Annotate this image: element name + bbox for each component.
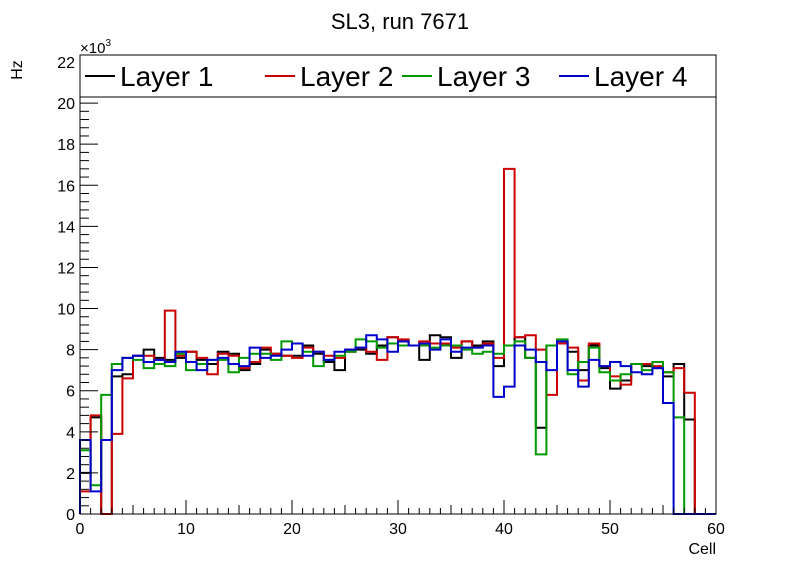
y-tick-label: 0 — [66, 507, 75, 524]
x-tick-label: 10 — [177, 521, 195, 538]
y-tick-label: 10 — [57, 302, 75, 319]
x-axis-label: Cell — [688, 541, 716, 558]
x-tick-label: 30 — [389, 521, 407, 538]
y-tick-label: 4 — [66, 425, 75, 442]
axes: 0 10 20 30 40 50 60 0 2 4 6 8 10 12 14 16 18 20 22 — [57, 55, 725, 538]
legend-label-layer-1: Layer 1 — [120, 61, 213, 92]
y-tick-label: 6 — [66, 384, 75, 401]
legend-label-layer-3: Layer 3 — [437, 61, 530, 92]
y-tick-label: 14 — [57, 219, 75, 236]
y-exponent-power: 3 — [105, 38, 111, 49]
y-exponent-label: ×103 — [80, 38, 111, 57]
x-tick-label: 40 — [495, 521, 513, 538]
x-tick-label: 50 — [601, 521, 619, 538]
y-tick-label: 16 — [57, 178, 75, 195]
y-tick-label: 20 — [57, 96, 75, 113]
legend-box — [79, 54, 717, 98]
series-lines — [79, 167, 716, 515]
y-tick-label: 18 — [57, 137, 75, 154]
y-tick-label: 8 — [66, 343, 75, 360]
legend: Layer 1 Layer 2 Layer 3 Layer 4 — [79, 54, 717, 98]
legend-label-layer-4: Layer 4 — [594, 61, 687, 92]
y-tick-label: 2 — [66, 466, 75, 483]
plot-frame — [79, 61, 717, 515]
y-tick-label: 12 — [57, 260, 75, 277]
x-tick-label: 60 — [707, 521, 725, 538]
legend-label-layer-2: Layer 2 — [300, 61, 393, 92]
series-line-layer-4 — [79, 334, 716, 515]
x-tick-label: 20 — [283, 521, 301, 538]
chart-title: SL3, run 7671 — [331, 9, 469, 34]
x-tick-label: 0 — [76, 521, 85, 538]
y-axis-label: Hz — [9, 60, 26, 80]
y-tick-label: 22 — [57, 55, 75, 72]
